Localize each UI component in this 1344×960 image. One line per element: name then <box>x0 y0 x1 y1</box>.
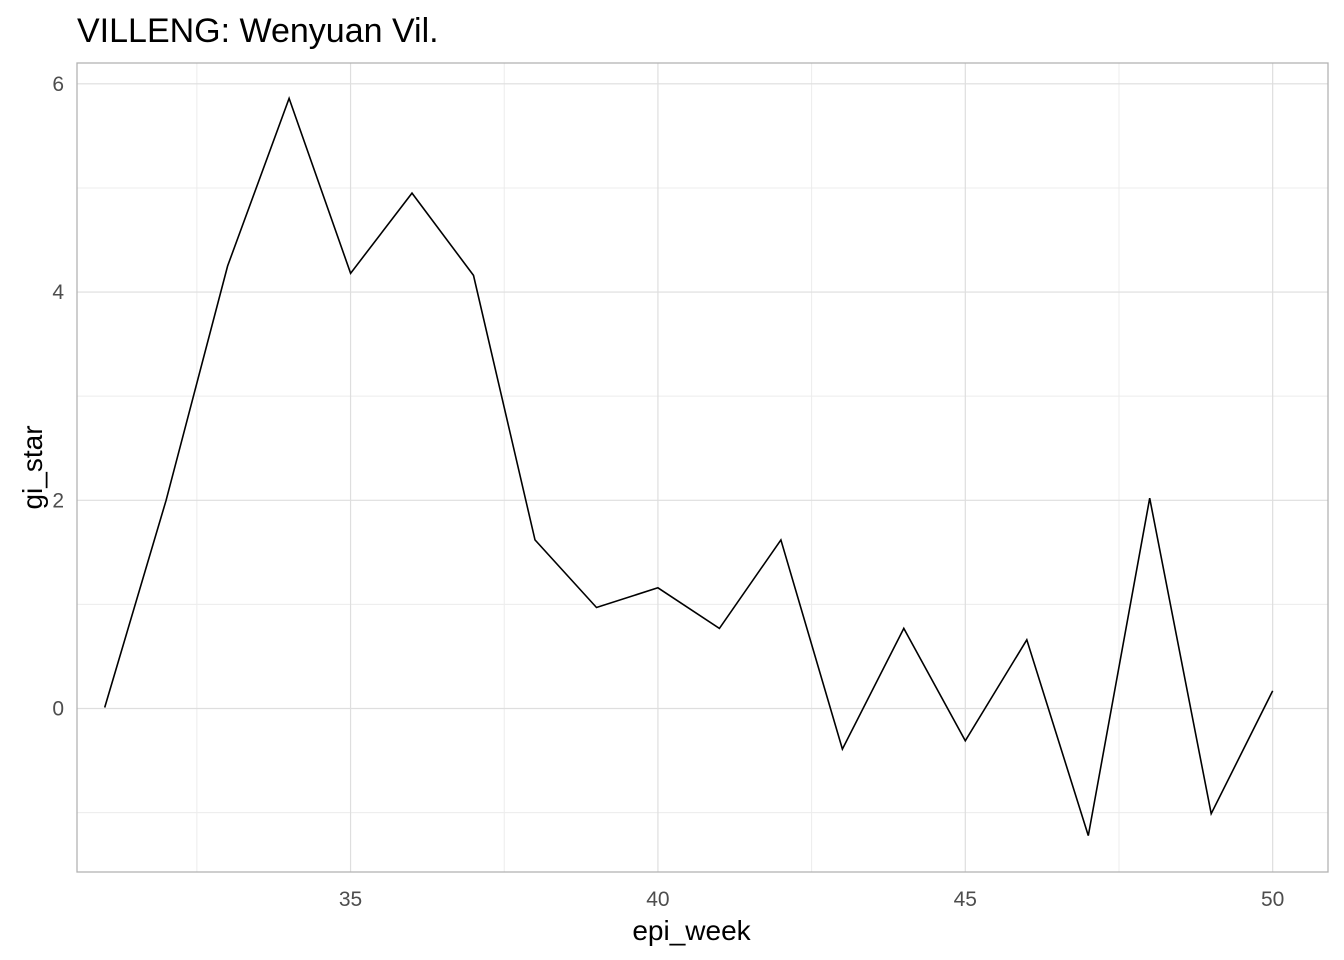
plot-panel <box>76 62 1329 873</box>
y-axis-title: gi_star <box>17 425 48 509</box>
major-gridlines <box>77 63 1328 872</box>
x-tick-label: 40 <box>646 888 669 911</box>
x-tick-label: 45 <box>954 888 977 911</box>
y-tick-label: 6 <box>52 73 64 96</box>
minor-gridlines <box>77 63 1328 872</box>
x-tick-label: 50 <box>1261 888 1284 911</box>
series-line <box>103 96 1274 836</box>
series-layer <box>103 96 1274 836</box>
y-axis-tick-labels: 0 2 4 6 <box>52 73 64 721</box>
x-tick-label: 35 <box>339 888 362 911</box>
y-tick-label: 4 <box>52 281 64 304</box>
x-axis-tick-labels: 35 40 45 50 <box>339 888 1284 911</box>
chart-title: VILLENG: Wenyuan Vil. <box>77 12 439 50</box>
panel-border <box>76 62 1329 873</box>
y-tick-label: 0 <box>52 698 64 721</box>
y-tick-label: 2 <box>52 489 64 512</box>
x-axis-title: epi_week <box>632 915 751 946</box>
